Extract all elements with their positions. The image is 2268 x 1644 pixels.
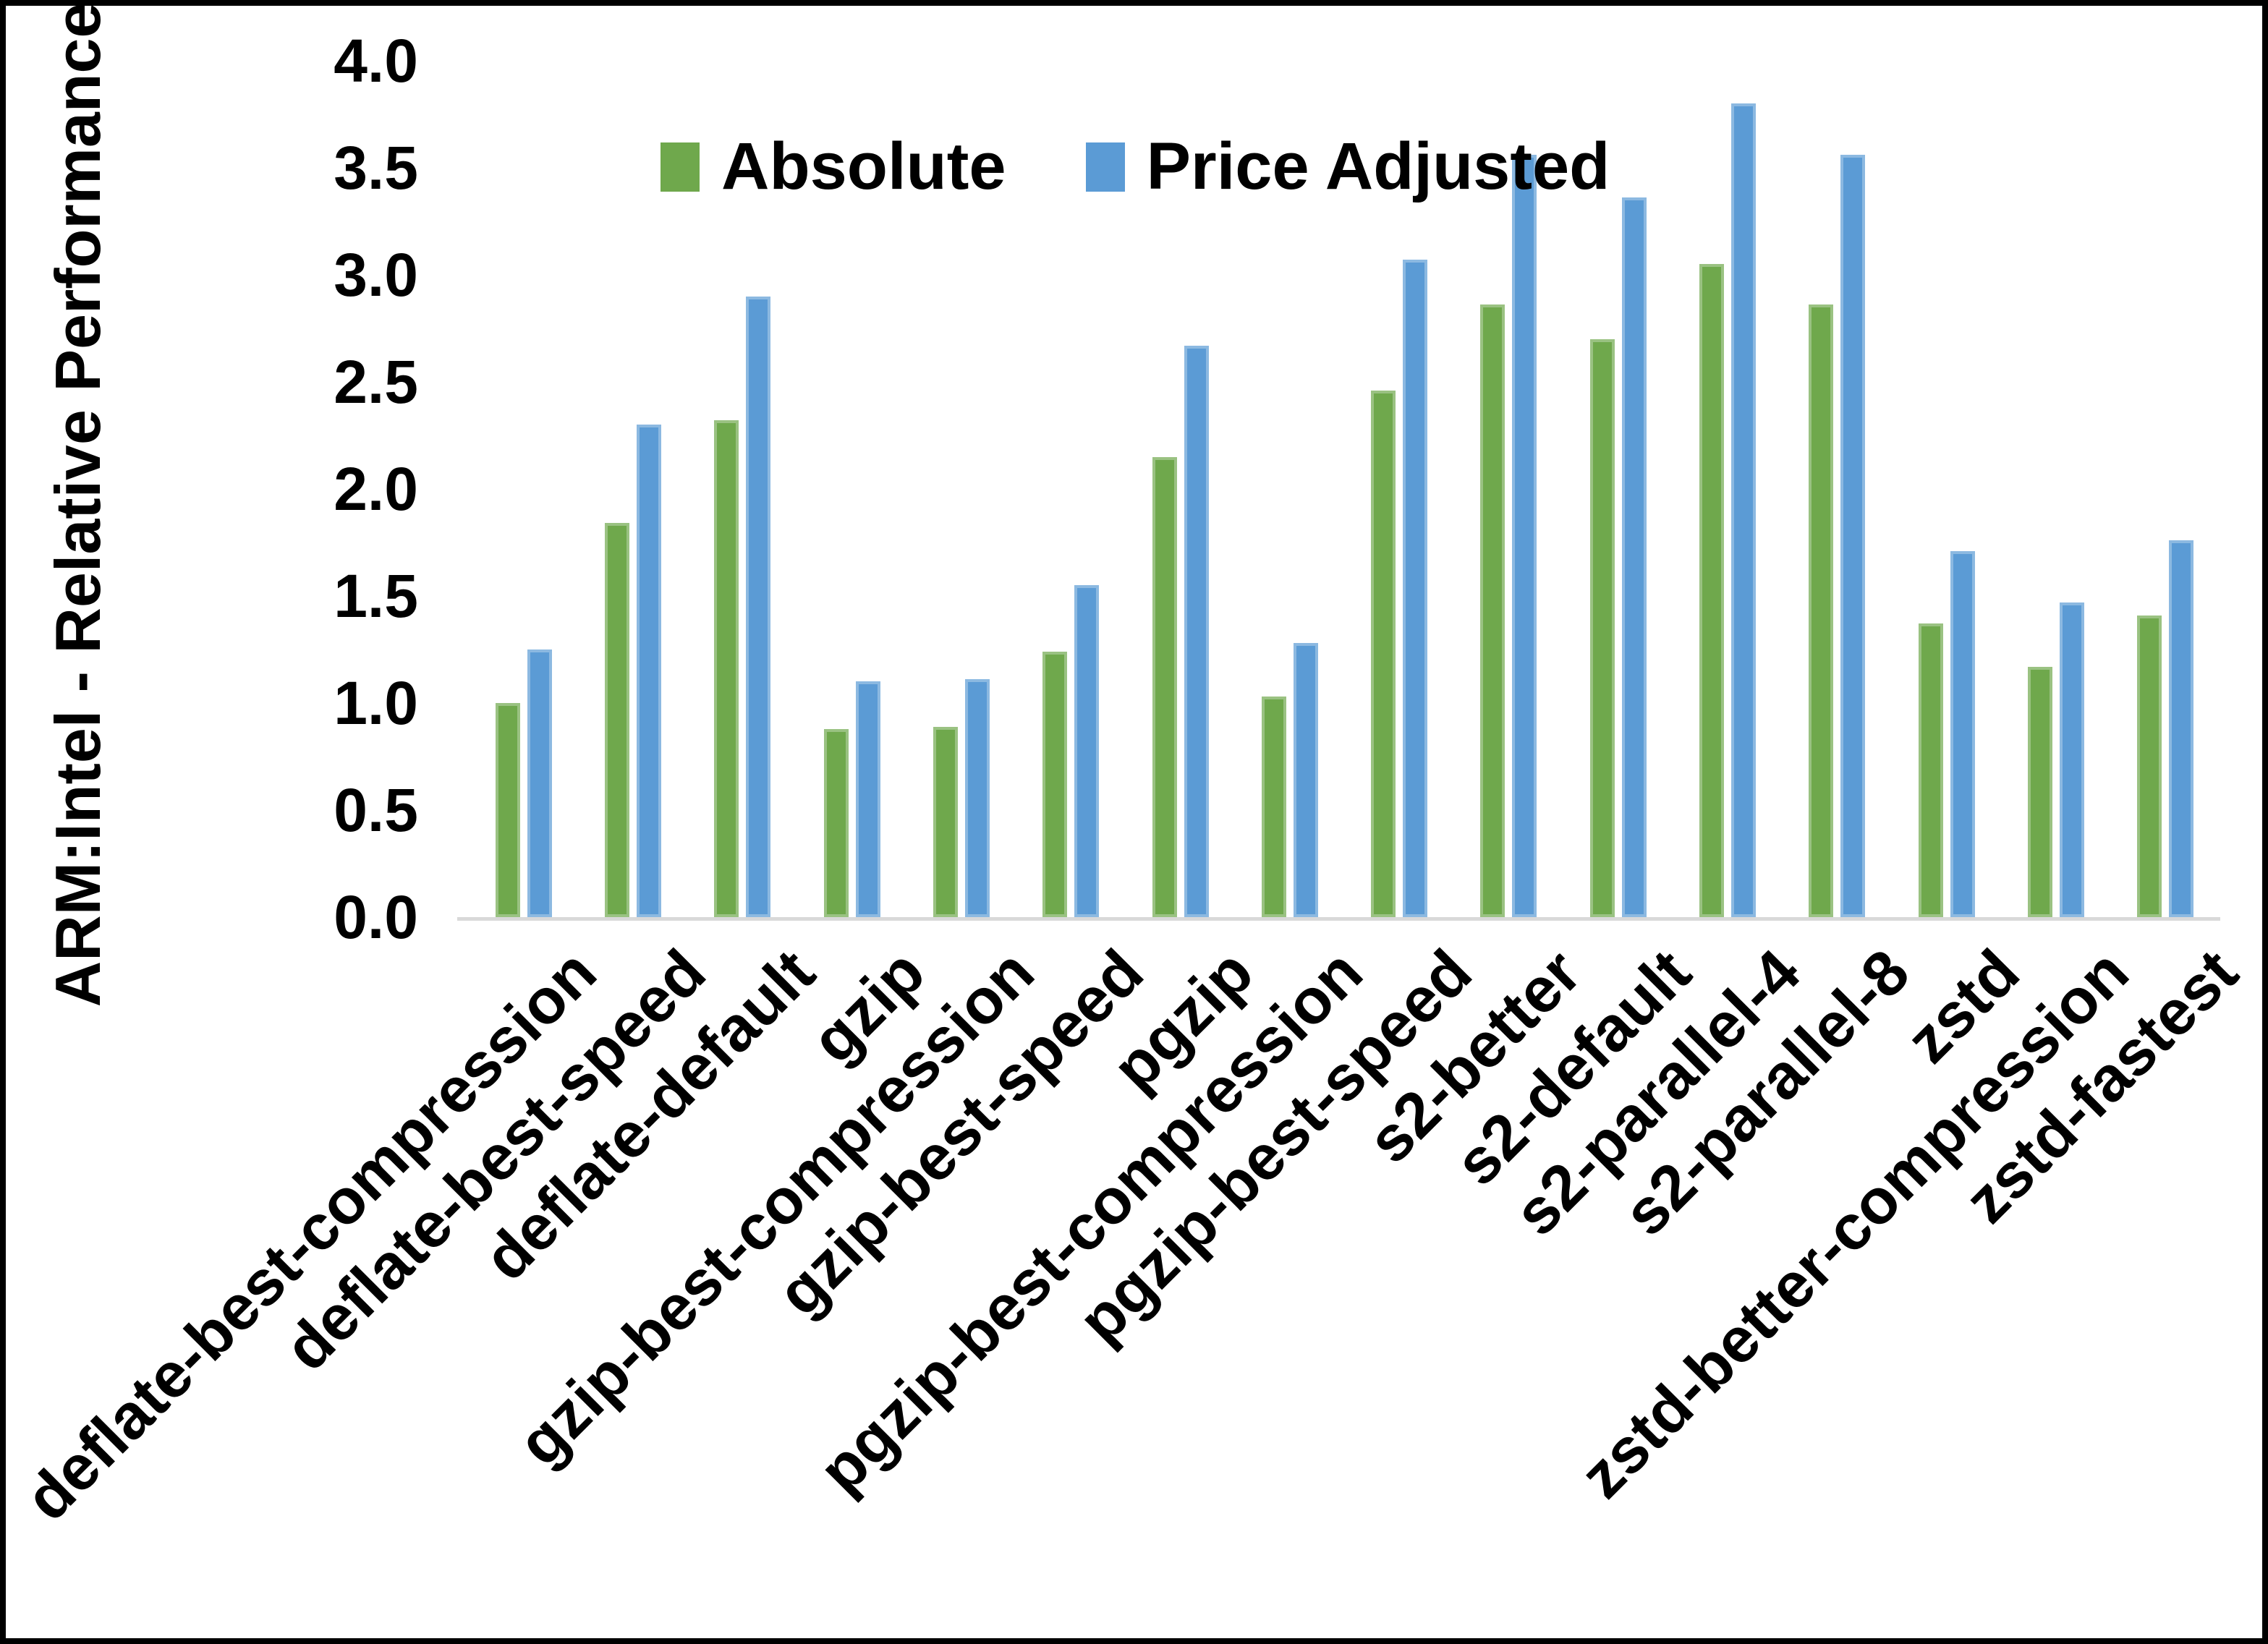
bar-group (1016, 61, 1126, 917)
bar-price-adjusted (1403, 260, 1428, 917)
bar-price-adjusted (2169, 540, 2194, 917)
y-tick-label: 1.0 (334, 669, 418, 737)
bar-absolute (1152, 456, 1177, 917)
bar-group (688, 61, 797, 917)
bar-price-adjusted (1840, 155, 1866, 917)
bar-absolute (714, 420, 739, 917)
bar-group (797, 61, 906, 917)
bar-group (578, 61, 687, 917)
bar-group (469, 61, 578, 917)
legend: Absolute Price Adjusted (661, 129, 1610, 205)
bar-absolute (933, 726, 958, 917)
bar-price-adjusted (1293, 643, 1318, 917)
bar-absolute (823, 728, 849, 917)
y-tick-label: 1.5 (334, 562, 418, 630)
bar-absolute (495, 703, 520, 917)
bar-price-adjusted (746, 296, 771, 917)
bar-absolute (604, 523, 629, 917)
bar-price-adjusted (636, 425, 661, 917)
x-axis-line (457, 917, 2220, 921)
bar-price-adjusted (1621, 197, 1647, 917)
bar-groups (469, 61, 2220, 917)
bar-absolute (1480, 304, 1505, 917)
bar-price-adjusted (855, 681, 880, 917)
bar-group (2111, 61, 2220, 917)
legend-swatch-price-adjusted-icon (1085, 142, 1125, 192)
y-tick-label: 2.0 (334, 455, 418, 523)
y-tick-label: 3.0 (334, 241, 418, 309)
bar-price-adjusted (1074, 585, 1100, 917)
bar-absolute (1589, 338, 1615, 917)
y-tick-label: 4.0 (334, 27, 418, 95)
bar-price-adjusted (2060, 602, 2085, 917)
legend-label-price-adjusted: Price Adjusted (1146, 129, 1610, 203)
legend-item-absolute: Absolute (661, 129, 1006, 205)
y-tick-label: 2.5 (334, 348, 418, 416)
bar-group (1454, 61, 1563, 917)
y-axis-title: ARM:Intel - Relative Performance (42, 2, 114, 1008)
bar-group (906, 61, 1016, 917)
bar-group (1563, 61, 1673, 917)
y-tick-label: 0.0 (334, 883, 418, 951)
bar-absolute (1809, 304, 1834, 917)
bar-price-adjusted (1184, 345, 1209, 917)
y-tick-label: 3.5 (334, 134, 418, 202)
bar-chart: ARM:Intel - Relative Performance 4.0 3.5 3… (6, 2, 2262, 1638)
plot-area (457, 61, 2220, 921)
bar-absolute (1042, 651, 1068, 917)
bar-absolute (1371, 390, 1396, 917)
bar-price-adjusted (1950, 550, 1975, 917)
bar-price-adjusted (1731, 103, 1757, 917)
bar-absolute (2137, 615, 2162, 917)
bar-price-adjusted (964, 679, 990, 917)
bar-absolute (2028, 666, 2053, 917)
y-tick-label: 0.5 (334, 776, 418, 844)
bar-absolute (1918, 623, 1943, 917)
bar-group (1783, 61, 1892, 917)
bar-group (1673, 61, 1782, 917)
bar-group (1345, 61, 1454, 917)
legend-label-absolute: Absolute (721, 129, 1006, 203)
bar-price-adjusted (527, 649, 552, 917)
bar-group (1126, 61, 1235, 917)
bar-absolute (1699, 264, 1725, 917)
bar-price-adjusted (1512, 155, 1537, 917)
bar-group (1892, 61, 2001, 917)
bar-group (2001, 61, 2110, 917)
bar-absolute (1261, 697, 1286, 917)
legend-item-price-adjusted: Price Adjusted (1085, 129, 1610, 205)
bar-group (1235, 61, 1344, 917)
legend-swatch-absolute-icon (661, 142, 700, 192)
